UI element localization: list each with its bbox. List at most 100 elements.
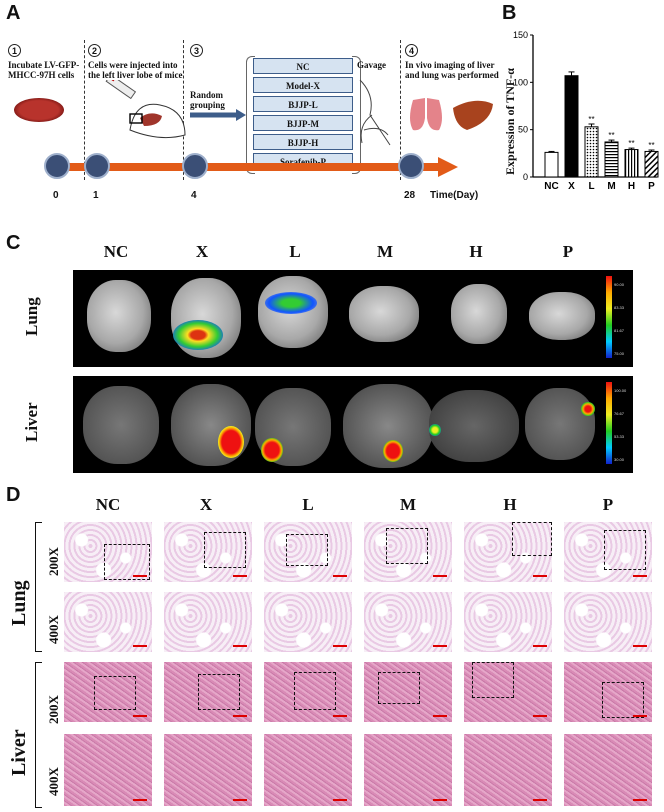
scale-bar <box>333 799 347 801</box>
lung-histology-image <box>64 522 152 582</box>
lung-histology-image <box>164 522 252 582</box>
timeline-arrow <box>48 157 458 177</box>
liver-histology-image <box>164 734 252 806</box>
step-3-text: Random grouping <box>190 90 225 110</box>
y-tick-label: 150 <box>513 30 528 40</box>
histology-col-header: L <box>302 495 314 514</box>
panel-label-d: D <box>6 484 21 506</box>
timeline-node <box>44 153 70 179</box>
scale-bar <box>133 645 147 647</box>
lung-histology-image <box>264 522 352 582</box>
histology-col-header: M <box>399 495 417 514</box>
bar-chart-svg: 0 50 100 150 NC X ** L ** M ** H ** P <box>513 30 659 192</box>
step-3-number: 3 <box>190 44 203 57</box>
petri-dish-icon <box>14 98 64 122</box>
zoom-region-box <box>104 544 150 580</box>
zoom-region-box <box>386 528 428 564</box>
liver-signal-m <box>383 440 403 462</box>
liver-histology-image <box>164 662 252 722</box>
divider-3 <box>400 40 401 180</box>
imaging-panel: NC X L M H P Lung Liver 90.00 83.33 81.6… <box>0 230 664 480</box>
organ-bracket-liver <box>35 662 42 808</box>
mouse-injection-icon <box>105 80 186 139</box>
zoom-region-box <box>294 672 336 710</box>
imaging-row-header-wrap: Lung <box>22 297 61 356</box>
group-item: BJJP-M <box>253 115 353 131</box>
zoom-region-box <box>286 534 328 566</box>
bar <box>544 151 559 178</box>
scale-bar <box>233 645 247 647</box>
lung-scale-label: 75.00 <box>614 351 625 356</box>
scale-bar <box>533 645 547 647</box>
significance-marker: ** <box>608 131 614 140</box>
histology-col-header: NC <box>95 495 121 514</box>
liver-scale-label: 53.33 <box>614 434 625 439</box>
liver-imaging-strip: 100.00 76.67 53.33 30.00 <box>73 376 633 473</box>
histology-col-header: H <box>503 495 517 514</box>
histology-grid <box>62 522 662 808</box>
x-tick-label: H <box>628 181 635 192</box>
imaging-col-header: NC <box>103 242 129 261</box>
significance-marker: ** <box>588 115 594 124</box>
lung-color-scale <box>606 276 612 358</box>
liver-scale-label: 100.00 <box>614 388 627 393</box>
zoom-region-box <box>94 676 136 710</box>
scale-bar <box>433 799 447 801</box>
zoom-region-box <box>472 662 514 698</box>
x-tick-label: NC <box>544 181 558 192</box>
imaging-col-header: H <box>469 242 483 261</box>
histology-col-header: P <box>602 495 614 514</box>
step-4-text: In vivo imaging of liver and lung was pe… <box>405 60 499 80</box>
bar <box>604 141 619 178</box>
liver-signal-x <box>218 426 244 458</box>
lung-liver-icon <box>410 98 493 131</box>
liver-histology-image <box>364 734 452 806</box>
imaging-row-header-lung: Lung <box>22 297 41 336</box>
grouping-arrow-icon <box>190 109 246 121</box>
lung-histology-image <box>264 592 352 652</box>
schematic-panel: 1 Incubate LV-GFP-MHCC-97H cells 2 Cells… <box>0 0 500 215</box>
histology-col-header: X <box>199 495 213 514</box>
scale-bar <box>633 799 647 801</box>
group-item: BJJP-L <box>253 96 353 112</box>
x-tick-label: P <box>648 181 655 192</box>
group-brace-left <box>246 56 255 174</box>
lung-scale-label: 83.33 <box>614 305 625 310</box>
liver-histology-image <box>464 662 552 722</box>
step-1-number: 1 <box>8 44 21 57</box>
liver-histology-image <box>264 662 352 722</box>
scale-bar <box>633 575 647 577</box>
lung-scale-label: 90.00 <box>614 282 625 287</box>
liver-histology-image <box>64 662 152 722</box>
liver-histology-image <box>364 662 452 722</box>
liver-histology-image <box>264 734 352 806</box>
liver-scale-labels: 100.00 76.67 53.33 30.00 <box>614 379 626 471</box>
bar <box>584 126 599 178</box>
scale-bar <box>633 715 647 717</box>
time-axis-label: Time(Day) <box>430 190 479 201</box>
lung-scale-labels: 90.00 83.33 81.67 75.00 <box>614 273 624 365</box>
scale-bar <box>433 575 447 577</box>
timeline-tick: 1 <box>93 190 99 201</box>
imaging-row-header-liver: Liver <box>22 402 41 442</box>
timeline-tick: 0 <box>53 190 59 201</box>
imaging-col-header: L <box>289 242 301 261</box>
imaging-col-header: P <box>562 242 574 261</box>
bar <box>624 149 639 178</box>
liver-signal-l <box>261 438 283 462</box>
panel-label-b: B <box>502 2 517 24</box>
scale-bar <box>233 575 247 577</box>
mag-label: 200X <box>46 695 61 724</box>
liver-histology-image <box>564 662 652 722</box>
liver-scale-label: 30.00 <box>614 457 625 462</box>
panel-label-a: A <box>6 2 21 24</box>
scale-bar <box>333 575 347 577</box>
zoom-region-box <box>378 672 420 704</box>
lung-histology-image <box>364 522 452 582</box>
liver-histology-image <box>464 734 552 806</box>
y-tick-label: 100 <box>513 77 528 87</box>
bar <box>564 75 579 178</box>
scale-bar <box>133 799 147 801</box>
panel-label-c: C <box>6 232 21 254</box>
zoom-region-box <box>198 674 240 710</box>
